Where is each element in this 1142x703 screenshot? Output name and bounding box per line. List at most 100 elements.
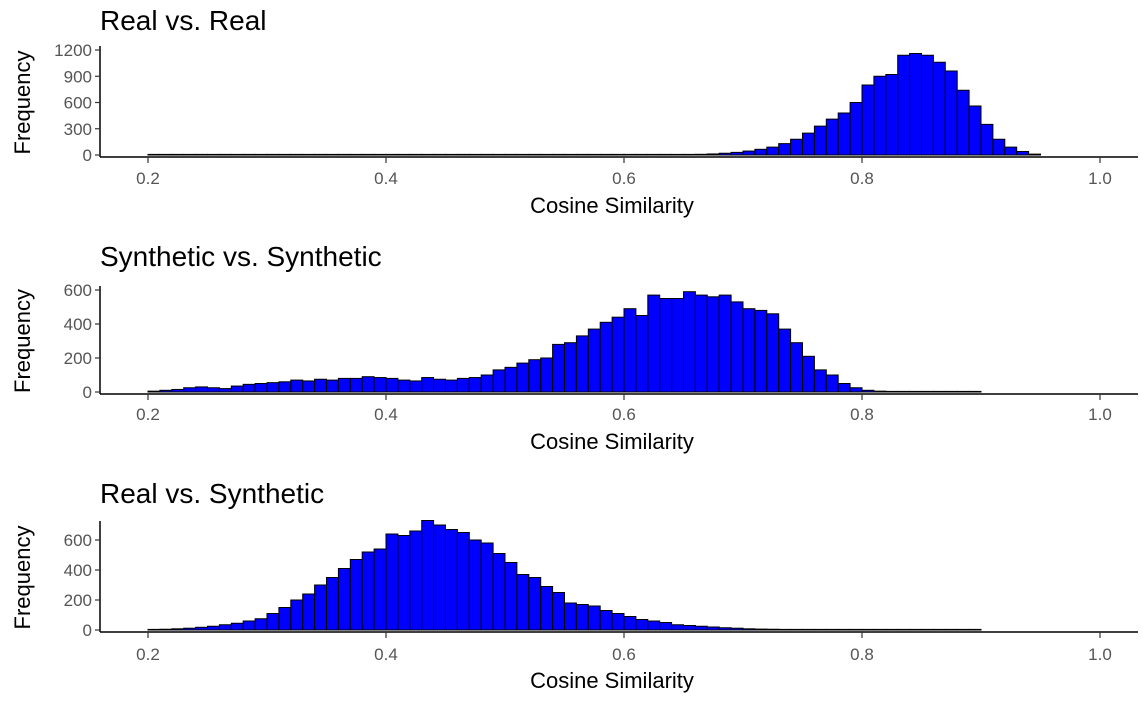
histogram-bar xyxy=(873,75,887,156)
histogram-bar xyxy=(492,553,506,631)
histogram-bar xyxy=(956,628,970,631)
histogram-bar xyxy=(683,291,696,393)
histogram-bar xyxy=(885,74,899,156)
histogram-bar xyxy=(409,380,423,393)
histogram-bar xyxy=(611,613,625,631)
y-axis-label: Frequency xyxy=(10,51,35,155)
histogram-bar xyxy=(968,628,982,631)
histogram-bar xyxy=(516,153,530,156)
histogram-bar xyxy=(909,53,922,156)
histogram-bar xyxy=(326,153,339,156)
histogram-bar xyxy=(290,379,304,393)
histogram-bar xyxy=(445,153,458,156)
histogram-bar xyxy=(671,153,684,156)
histogram-bar xyxy=(373,377,387,393)
y-tick-label: 200 xyxy=(64,349,92,368)
histogram-bar xyxy=(790,342,803,393)
histogram-bar xyxy=(778,143,792,156)
histogram-bar xyxy=(147,390,161,393)
histogram-bar xyxy=(552,592,565,631)
histogram-bar xyxy=(504,366,518,393)
histogram-bar xyxy=(409,153,423,156)
histogram-bar xyxy=(421,377,435,393)
histogram-bar xyxy=(861,84,875,156)
histogram-bar xyxy=(932,390,946,393)
histogram-bar xyxy=(171,153,185,156)
histogram-bar xyxy=(956,390,970,393)
histogram-bar xyxy=(218,624,232,631)
histogram-panel-3: Real vs. Synthetic 0 200 400 600 0.2 0.4 0.6 0.8… xyxy=(10,478,1138,693)
histogram-bar xyxy=(456,153,470,156)
histogram-bar xyxy=(1016,151,1030,156)
histogram-bar xyxy=(468,153,482,156)
histogram-bar xyxy=(480,542,494,631)
histogram-bar xyxy=(837,383,851,393)
histogram-bar xyxy=(207,387,220,393)
y-tick-label: 600 xyxy=(64,531,92,550)
histogram-bar xyxy=(635,315,649,393)
histogram-bar xyxy=(825,374,839,393)
histogram-bar xyxy=(302,380,316,393)
histogram-bar xyxy=(171,388,185,393)
histogram-bar xyxy=(587,328,601,393)
histogram-bar xyxy=(849,102,863,156)
histogram-bar xyxy=(825,118,839,156)
histogram-bar xyxy=(623,308,637,393)
x-tick-label: 0.6 xyxy=(612,169,636,188)
histogram-bar xyxy=(659,153,673,156)
histogram-bar xyxy=(207,153,220,156)
x-tick-label: 0.4 xyxy=(374,405,398,424)
y-tick-label: 0 xyxy=(83,621,92,640)
histogram-bar xyxy=(552,343,565,393)
x-tick-label: 0.2 xyxy=(136,405,160,424)
histogram-bar xyxy=(766,146,780,156)
histogram-bar xyxy=(968,105,982,156)
histogram-bar xyxy=(635,153,649,156)
y-tick-label: 400 xyxy=(64,561,92,580)
histogram-bar xyxy=(409,530,423,631)
histogram-bar xyxy=(694,153,708,156)
histogram-bar xyxy=(861,389,875,393)
histogram-bar xyxy=(813,125,827,156)
x-tick-label: 0.6 xyxy=(612,645,636,664)
histogram-bar xyxy=(599,153,613,156)
histogram-bar xyxy=(242,153,256,156)
histogram-bar xyxy=(921,390,934,393)
histogram-panel-1: Real vs. Real 0 300 600 900 1200 0.2 0.4 0.6 0.8 1… xyxy=(10,5,1138,218)
y-tick-label: 400 xyxy=(64,315,92,334)
histogram-bar xyxy=(552,153,565,156)
histogram-bar xyxy=(885,390,899,393)
histogram-bar xyxy=(302,153,316,156)
histogram-bar xyxy=(433,153,447,156)
histogram-bar xyxy=(433,378,447,393)
x-axis-label: Cosine Similarity xyxy=(530,193,694,218)
histogram-bar xyxy=(421,153,435,156)
histogram-bar xyxy=(909,390,922,393)
histogram-bar xyxy=(195,626,209,631)
histogram-bar xyxy=(564,342,577,393)
histogram-bar xyxy=(337,568,351,631)
histogram-bar xyxy=(778,328,792,393)
histogram-bar xyxy=(849,628,863,631)
histogram-bar xyxy=(647,153,661,156)
x-tick-label: 0.8 xyxy=(850,169,874,188)
histogram-bar xyxy=(218,153,232,156)
histogram-bar xyxy=(1004,146,1018,156)
histogram-bar xyxy=(266,382,280,393)
y-tick-label: 0 xyxy=(83,146,92,165)
x-tick-label: 0.2 xyxy=(136,169,160,188)
y-tick-label: 600 xyxy=(64,94,92,113)
histogram-bar xyxy=(825,628,839,631)
histogram-bar xyxy=(468,539,482,631)
histogram-bar xyxy=(480,153,494,156)
histogram-bar xyxy=(242,383,256,393)
x-tick-label: 1.0 xyxy=(1088,169,1112,188)
histogram-bar xyxy=(195,153,209,156)
histogram-bar xyxy=(230,153,244,156)
histogram-bar xyxy=(897,54,911,156)
histogram-bar xyxy=(314,153,328,156)
histogram-bar xyxy=(397,379,411,393)
y-tick-label: 600 xyxy=(64,281,92,300)
histogram-bar xyxy=(790,138,803,156)
